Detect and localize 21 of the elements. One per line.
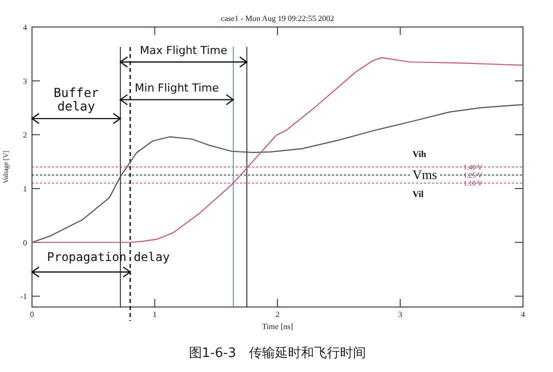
line-series xyxy=(31,57,524,243)
caption: 图1-6-3 传输延时和飞行时间 xyxy=(188,346,366,361)
y-tick-label: 3 xyxy=(23,76,27,86)
ref-line-label: Vih xyxy=(412,149,426,159)
annotation: Max Flight Time xyxy=(140,44,228,57)
x-tick-label: 3 xyxy=(398,310,402,319)
y-tick-label: 1 xyxy=(23,184,27,194)
y-tick-label: 2 xyxy=(23,130,27,140)
annotation: Buffer delay xyxy=(54,85,100,114)
x-tick-label: 2 xyxy=(276,310,280,319)
y-tick-label: 0 xyxy=(23,238,27,248)
ref-line-label: Vms xyxy=(412,167,438,182)
x-tick-label: 1 xyxy=(152,310,157,319)
annotation: Min Flight Time xyxy=(134,82,220,95)
y-tick-label: -1 xyxy=(20,292,27,302)
x-axis-title: Time [ns] xyxy=(262,322,294,331)
chart-title: case1 - Mon Aug 19 09:22:55 2002 xyxy=(220,14,334,23)
x-tick-label: 4 xyxy=(521,310,525,319)
y-tick-label: 4 xyxy=(23,23,27,32)
ref-line-label: Vil xyxy=(412,189,424,200)
x-tick-label: 0 xyxy=(30,310,34,319)
